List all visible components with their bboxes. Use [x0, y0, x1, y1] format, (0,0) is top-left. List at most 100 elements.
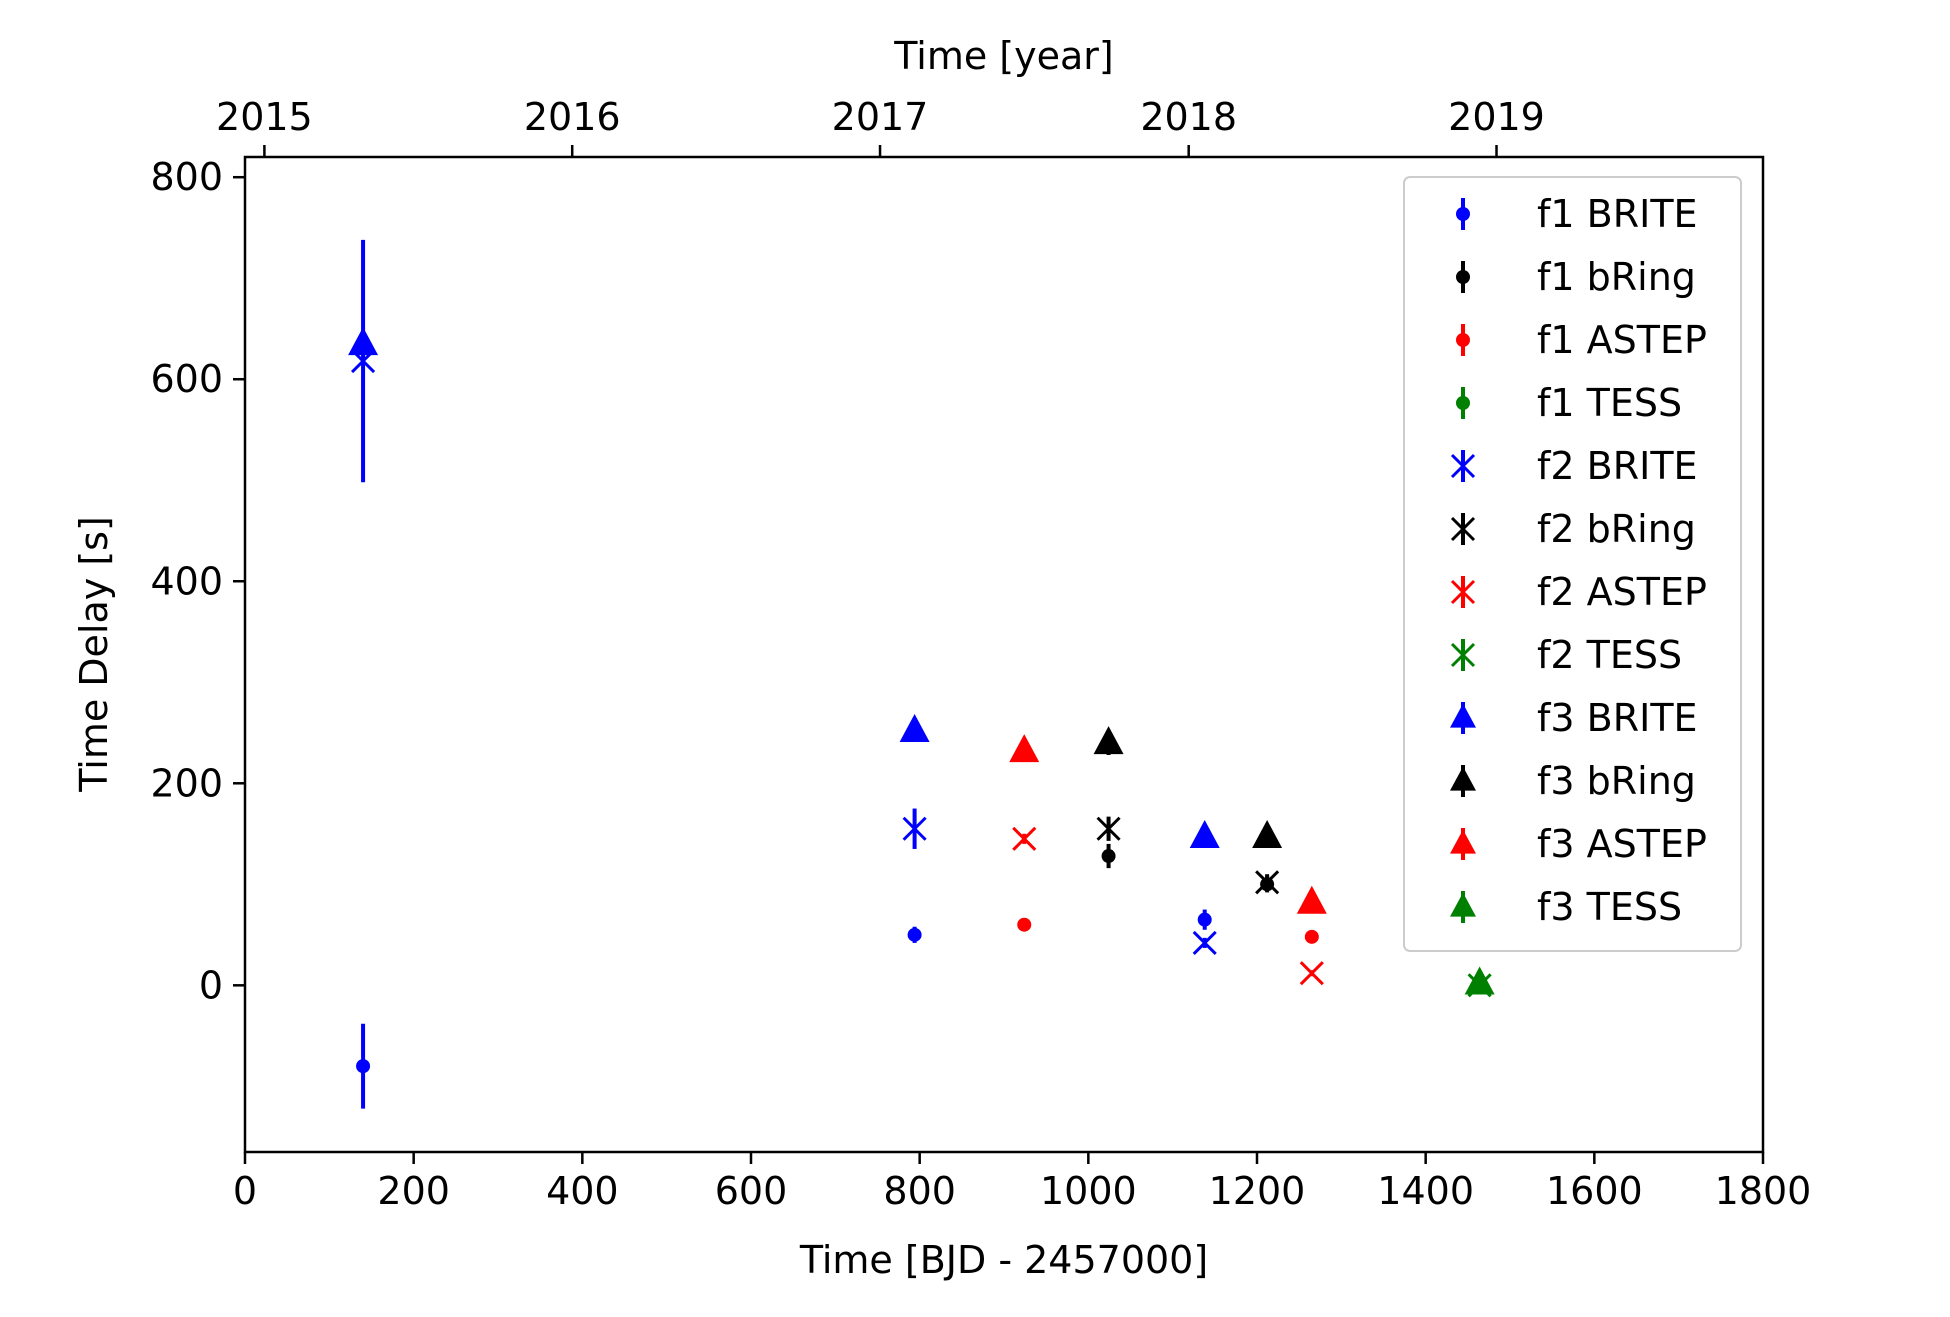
- legend-item: f1 ASTEP: [1456, 318, 1707, 362]
- legend-label: f2 TESS: [1537, 633, 1682, 677]
- x-stroke: [1192, 930, 1217, 955]
- legend-label: f2 BRITE: [1537, 444, 1698, 488]
- series-f3-brite: [348, 327, 1220, 849]
- axes: 0 200 400 600 800 1000 1200 1400 1600 1800 0 200 400…: [150, 95, 1811, 1213]
- legend-item: f3 BRITE: [1450, 696, 1698, 740]
- data-point-dot: [1017, 917, 1032, 932]
- data-point-triangle: [1252, 820, 1283, 849]
- data-point-x: [1299, 961, 1324, 986]
- data-point-x: [902, 816, 927, 841]
- x-stroke: [1255, 870, 1280, 895]
- plot-data: [348, 239, 1495, 1109]
- data-point-triangle: [1093, 726, 1124, 755]
- x-tick-label: 1600: [1546, 1169, 1643, 1213]
- data-point-x: [1096, 816, 1121, 841]
- legend-label: f3 bRing: [1537, 759, 1696, 803]
- y-axis-label: Time Delay [s]: [72, 516, 116, 793]
- data-point-dot: [1197, 912, 1212, 927]
- legend-item: f1 bRing: [1456, 255, 1696, 299]
- legend-label: f2 ASTEP: [1537, 570, 1707, 614]
- legend-item: f1 BRITE: [1456, 192, 1698, 236]
- legend-marker: [1450, 766, 1476, 791]
- y-tick-label: 400: [150, 559, 223, 603]
- x-tick-label: 1800: [1715, 1169, 1812, 1213]
- x-stroke: [1450, 642, 1476, 668]
- series-f1-astep: [1017, 917, 1319, 944]
- x-stroke: [1450, 453, 1476, 479]
- legend-item: f3 bRing: [1450, 759, 1696, 803]
- data-point-triangle: [1009, 734, 1040, 763]
- legend-marker: [1456, 333, 1470, 347]
- data-point-dot: [1304, 929, 1319, 944]
- y-tick-label: 800: [150, 155, 223, 199]
- top-x-tick-label: 2016: [524, 95, 621, 139]
- legend-marker: [1456, 270, 1470, 284]
- x-stroke: [1450, 516, 1476, 542]
- x-stroke: [1096, 816, 1121, 841]
- series-f3-bring: [1093, 726, 1283, 849]
- legend-label: f3 TESS: [1537, 885, 1682, 929]
- data-point-x: [1012, 826, 1037, 851]
- y-tick-label: 600: [150, 357, 223, 401]
- series-f1-brite: [356, 909, 1212, 1109]
- x-tick-label: 1400: [1377, 1169, 1474, 1213]
- legend-item: f3 TESS: [1450, 885, 1682, 929]
- legend-marker: [1450, 829, 1476, 854]
- legend-marker: [1450, 642, 1476, 668]
- legend-marker: [1456, 207, 1470, 221]
- legend-box: [1403, 176, 1742, 952]
- legend-marker: [1450, 579, 1476, 605]
- legend-marker: [1456, 396, 1470, 410]
- top-x-tick-label: 2019: [1448, 95, 1545, 139]
- legend-label: f3 ASTEP: [1537, 822, 1707, 866]
- x-stroke: [1299, 961, 1324, 986]
- series-f3-astep: [1009, 734, 1327, 914]
- series-f2-brite: [351, 239, 1217, 955]
- data-point-triangle: [1464, 966, 1495, 995]
- series-f2-astep: [1012, 826, 1324, 986]
- legend-marker: [1450, 892, 1476, 917]
- legend: f1 BRITE f1 bRing f1 ASTEP f1 TESS f2 BRITE f…: [1403, 176, 1742, 952]
- legend-label: f1 bRing: [1537, 255, 1696, 299]
- legend-item: f1 TESS: [1456, 381, 1682, 425]
- plot-frame: [243, 155, 1765, 1154]
- legend-marker: [1450, 453, 1476, 479]
- top-x-tick-label: 2018: [1140, 95, 1237, 139]
- x-tick-label: 1000: [1040, 1169, 1137, 1213]
- top-x-axis-label: Time [year]: [893, 34, 1114, 78]
- x-tick-label: 0: [233, 1169, 257, 1213]
- x-stroke: [902, 816, 927, 841]
- legend-marker: [1450, 703, 1476, 728]
- x-tick-label: 800: [883, 1169, 956, 1213]
- x-tick-label: 600: [715, 1169, 788, 1213]
- x-stroke: [1450, 579, 1476, 605]
- data-point-x: [1255, 870, 1280, 895]
- x-axis-label: Time [BJD - 2457000]: [799, 1238, 1208, 1282]
- legend-label: f1 TESS: [1537, 381, 1682, 425]
- x-tick-label: 1200: [1209, 1169, 1306, 1213]
- legend-label: f1 ASTEP: [1537, 318, 1707, 362]
- legend-item: f2 BRITE: [1450, 444, 1698, 488]
- data-point-triangle: [1189, 820, 1220, 849]
- y-tick-label: 200: [150, 761, 223, 805]
- legend-label: f1 BRITE: [1537, 192, 1698, 236]
- x-tick-label: 200: [377, 1169, 450, 1213]
- top-x-tick-label: 2017: [832, 95, 929, 139]
- top-x-tick-label: 2015: [216, 95, 313, 139]
- data-point-triangle: [1296, 885, 1327, 914]
- legend-item: f2 ASTEP: [1450, 570, 1707, 614]
- data-point-triangle: [348, 327, 379, 356]
- data-point-x: [1192, 930, 1217, 955]
- series-f1-bring: [1101, 843, 1275, 893]
- series-f2-bring: [1096, 816, 1280, 895]
- legend-marker: [1450, 516, 1476, 542]
- y-tick-label: 0: [199, 963, 223, 1007]
- series-f3-tess: [1464, 966, 1495, 995]
- data-point-dot: [1101, 849, 1116, 864]
- legend-label: f3 BRITE: [1537, 696, 1698, 740]
- legend-label: f2 bRing: [1537, 507, 1696, 551]
- data-point-dot: [907, 927, 922, 942]
- x-stroke: [1012, 826, 1037, 851]
